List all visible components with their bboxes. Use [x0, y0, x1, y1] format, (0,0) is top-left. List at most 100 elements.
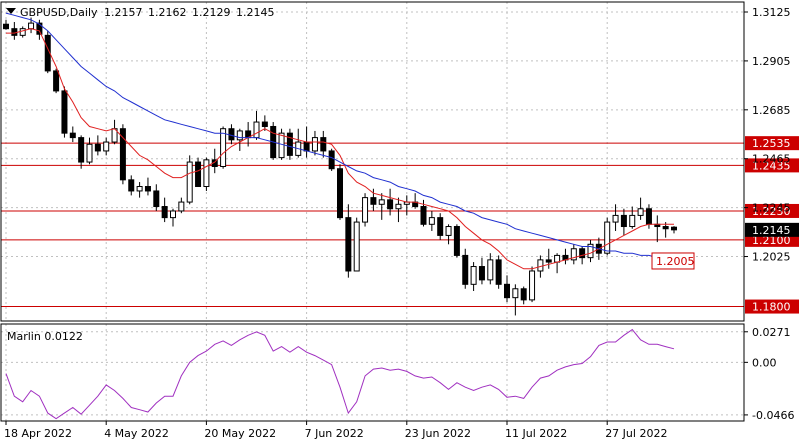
time-tick-label: 7 Jun 2022 — [305, 427, 364, 440]
candle-bear — [261, 121, 268, 127]
price-tick-label: 1.3125 — [752, 6, 791, 19]
main-panel-frame — [0, 1, 745, 322]
candle-bull — [378, 199, 385, 205]
candle-bull — [537, 259, 544, 272]
ma-callout-box — [651, 252, 695, 270]
candle-bull — [554, 254, 561, 263]
price-tags: 1.2145 1.2005 — [651, 222, 799, 270]
time-tick-label: 27 Jul 2022 — [605, 427, 667, 440]
main-grid — [1, 2, 744, 321]
chart-menu-triangle-icon[interactable] — [6, 8, 16, 14]
candle-bull — [487, 259, 494, 281]
candle-bull — [587, 243, 594, 259]
candle-bull — [362, 197, 369, 223]
ohlc-high: 1.2162 — [148, 6, 187, 19]
ohlc-low: 1.2129 — [192, 6, 231, 19]
candle-bear — [345, 217, 352, 272]
candle-bull — [186, 161, 193, 203]
candle-bear — [462, 254, 469, 285]
current-price-bg — [745, 222, 799, 237]
candle-bull — [570, 248, 577, 261]
price-axis: 1.3125 1.2905 1.2685 1.2465 1.2245 1.2025 — [744, 6, 791, 264]
oscillator-line — [5, 328, 675, 420]
marlin-oscillator-line — [5, 328, 675, 420]
oscillator-grid — [1, 324, 744, 421]
level-label-bg — [745, 299, 799, 314]
candle-bull — [353, 221, 360, 272]
candle-bear — [620, 214, 627, 228]
candle-bear — [119, 128, 126, 181]
moving-averages — [5, 12, 675, 270]
current-price-label: 1.2145 — [752, 224, 791, 237]
slow-moving-average-line — [5, 12, 675, 262]
candle-bear — [228, 128, 235, 141]
price-tick-label: 1.2685 — [752, 104, 791, 117]
candle-bull — [136, 186, 143, 192]
candle-bear — [387, 199, 394, 210]
candle-bull — [311, 137, 318, 152]
level-label: 1.2230 — [752, 205, 791, 218]
candle-bear — [579, 248, 586, 259]
time-tick-label: 20 May 2022 — [204, 427, 276, 440]
candle-bear — [370, 197, 377, 205]
candle-bull — [203, 159, 210, 188]
candle-bull — [395, 203, 402, 210]
level-label: 1.2435 — [752, 159, 791, 172]
candle-bull — [470, 266, 477, 285]
candle-bull — [445, 226, 452, 236]
candle-bull — [253, 121, 260, 139]
candle-bear — [645, 208, 652, 225]
candle-bear — [495, 259, 502, 285]
candle-bear — [453, 226, 460, 256]
level-label-bg — [745, 158, 799, 173]
candle-bear — [328, 150, 335, 170]
candle-bear — [662, 226, 669, 230]
candle-bull — [86, 143, 93, 163]
ohlc-close: 1.2145 — [236, 6, 275, 19]
oscillator-axis: 0.0271 0.00 -0.0466 — [744, 326, 794, 422]
candle-bear — [671, 226, 677, 231]
candle-bull — [612, 214, 619, 223]
candle-bull — [220, 128, 227, 168]
candle-bull — [629, 214, 636, 228]
candle-bear — [303, 141, 310, 152]
time-axis: 18 Apr 2022 4 May 2022 20 May 2022 7 Jun 20… — [4, 421, 667, 440]
osc-tick-label: -0.0466 — [752, 409, 794, 422]
candle-bear — [11, 28, 18, 36]
candle-bear — [144, 186, 151, 192]
candle-bear — [320, 137, 327, 152]
level-label-bg — [745, 203, 799, 218]
candle-bear — [69, 132, 76, 139]
candle-bear — [94, 143, 101, 152]
fast-moving-average-line — [6, 28, 674, 270]
oscillator-panel-frame — [0, 323, 745, 422]
price-tick-label: 1.2465 — [752, 153, 791, 166]
candle-bear — [78, 137, 85, 163]
candle-bear — [195, 161, 202, 188]
price-tick-label: 1.2905 — [752, 55, 791, 68]
oscillator-title: Marlin 0.0122 — [7, 330, 83, 343]
candle-bear — [520, 288, 527, 301]
price-tick-label: 1.2245 — [752, 202, 791, 215]
candle-bull — [604, 221, 611, 254]
candle-bull — [278, 132, 285, 159]
symbol-label: GBPUSD,Daily — [20, 6, 98, 19]
candle-bull — [28, 22, 35, 30]
osc-tick-label: 0.0271 — [752, 326, 791, 339]
candle-bear — [337, 168, 343, 219]
level-label: 1.1800 — [752, 301, 791, 314]
candle-bear — [61, 90, 68, 134]
ma-callout-label: 1.2005 — [656, 255, 695, 268]
candle-bear — [53, 70, 60, 92]
time-tick-label: 11 Jul 2022 — [505, 427, 567, 440]
candle-bear — [504, 283, 510, 299]
time-tick-label: 4 May 2022 — [104, 427, 169, 440]
candle-bear — [128, 179, 135, 192]
candle-bull — [529, 270, 536, 301]
candle-bear — [3, 23, 9, 30]
candle-bull — [178, 201, 185, 212]
candle-bear — [161, 206, 168, 219]
level-label-bg — [745, 136, 799, 151]
